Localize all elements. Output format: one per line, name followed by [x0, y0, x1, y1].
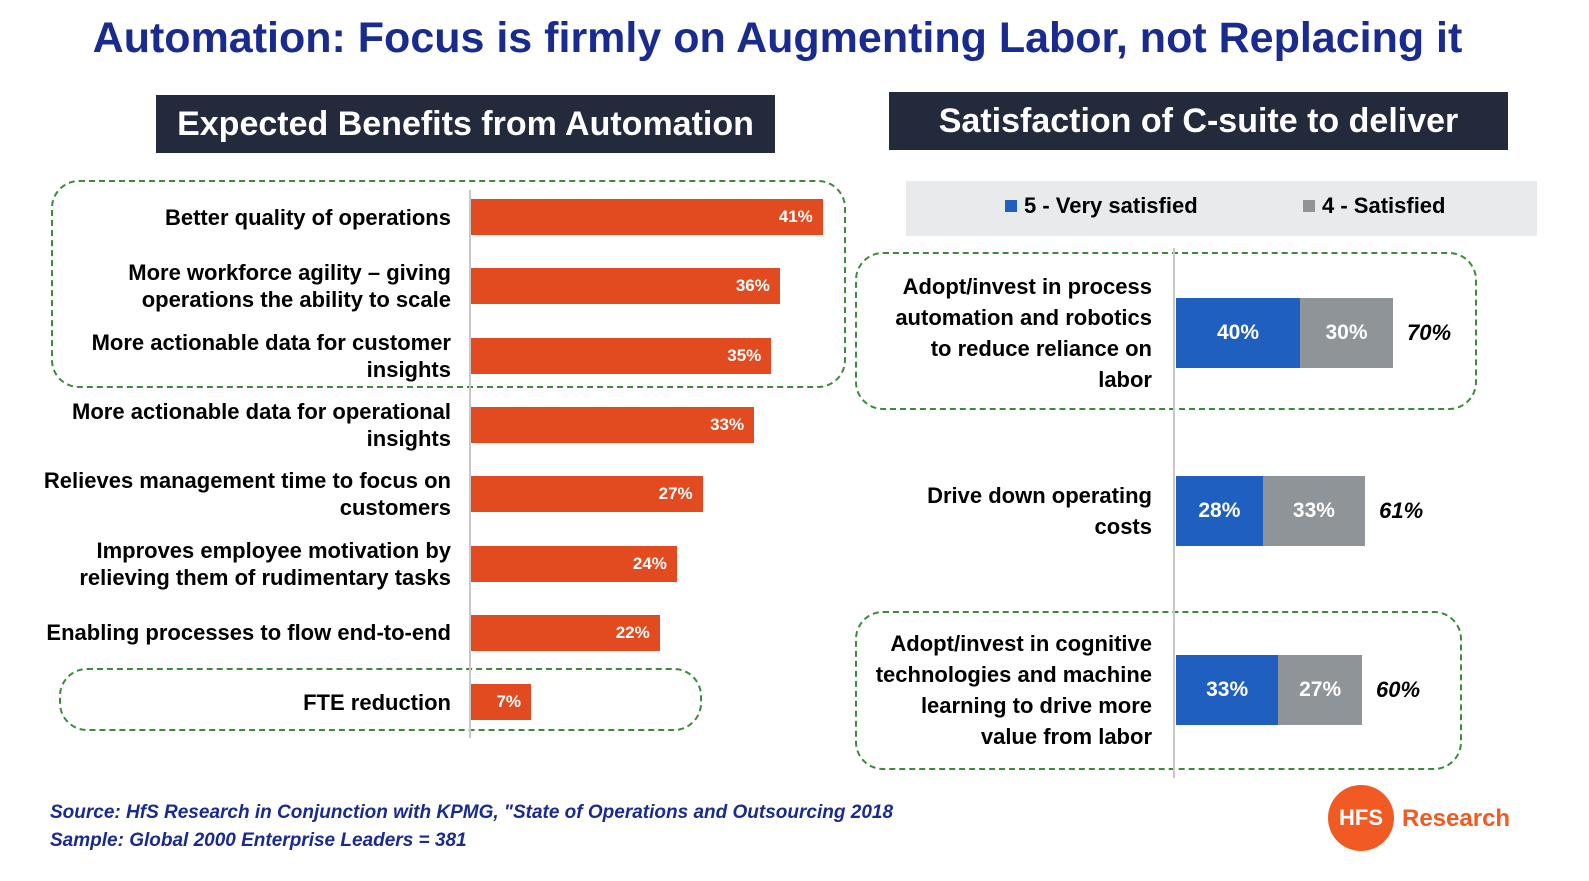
sample-note: Sample: Global 2000 Enterprise Leaders =…	[50, 830, 467, 851]
benefit-value-label: 36%	[735, 276, 770, 296]
benefit-value-label: 22%	[615, 622, 650, 642]
satisfaction-category-line: value from labor	[980, 724, 1152, 749]
satisfied-segment: 30%	[1300, 298, 1393, 368]
benefit-category-line: relieving them of rudimentary tasks	[79, 564, 451, 590]
benefit-value-label: 35%	[727, 345, 762, 365]
benefit-bar	[471, 545, 677, 582]
benefit-category-line: More workforce agility – giving	[128, 260, 451, 286]
benefit-category-label: FTE reduction	[0, 689, 451, 716]
benefit-category-label: Enabling processes to flow end-to-end	[0, 619, 451, 646]
segment-value-label: 30%	[1325, 321, 1368, 344]
segment-value-label: 27%	[1299, 678, 1342, 701]
satisfaction-category-line: costs	[1094, 514, 1152, 539]
benefit-bar	[471, 476, 703, 513]
page-title: Automation: Focus is firmly on Augmentin…	[92, 14, 1463, 62]
benefit-category-line: Enabling processes to flow end-to-end	[46, 620, 451, 646]
satisfaction-category-line: Adopt/invest in process	[902, 274, 1152, 299]
very-satisfied-segment: 33%	[1176, 655, 1279, 725]
legend-very-satisfied: 5 - Very satisfied	[1005, 193, 1198, 219]
left-panel-header: Expected Benefits from Automation	[156, 95, 775, 153]
benefit-category-label: More actionable data for operational insi…	[0, 398, 451, 452]
legend-swatch-very-satisfied	[1005, 200, 1017, 212]
legend-satisfied: 4 - Satisfied	[1303, 193, 1445, 219]
benefit-bar	[471, 684, 532, 721]
legend-label-very-satisfied: 5 - Very satisfied	[1024, 193, 1198, 218]
benefit-bar	[471, 337, 772, 374]
benefit-value-label: 24%	[632, 553, 667, 573]
benefit-bar	[471, 406, 755, 443]
benefit-value-label: 7%	[496, 692, 522, 712]
benefit-category-line: More actionable data for operational	[72, 398, 451, 424]
segment-value-label: 33%	[1292, 499, 1335, 522]
source-note: Source: HfS Research in Conjunction with…	[50, 802, 894, 823]
benefit-category-line: Relieves management time to focus on	[43, 468, 451, 494]
hfs-logo-text: Research	[1402, 805, 1511, 832]
right-panel-header: Satisfaction of C-suite to deliver	[889, 92, 1508, 150]
satisfaction-category-line: labor	[1098, 367, 1152, 392]
highlight-box-cognitive	[855, 611, 1462, 770]
highlight-box-top-benefits	[51, 180, 846, 388]
benefits-axis-line	[469, 190, 471, 738]
satisfaction-category-label: Drive down operating costs	[860, 480, 1152, 542]
benefit-category-line: FTE reduction	[303, 689, 451, 715]
total-value-label: 70%	[1407, 320, 1452, 345]
satisfaction-category-line: automation and robotics	[895, 305, 1152, 330]
segment-value-label: 33%	[1206, 678, 1249, 701]
highlight-box-fte-reduction	[59, 668, 702, 731]
legend-swatch-satisfied	[1303, 200, 1315, 212]
benefit-category-label: More workforce agility – giving operation…	[0, 259, 451, 313]
satisfaction-axis-line	[1173, 248, 1175, 778]
benefit-category-label: Better quality of operations	[0, 204, 451, 231]
benefit-category-line: insights	[366, 356, 451, 382]
very-satisfied-segment: 40%	[1176, 298, 1300, 368]
satisfied-segment: 33%	[1262, 476, 1366, 546]
benefit-bar	[471, 268, 780, 305]
satisfaction-category-line: learning to drive more	[920, 693, 1152, 718]
segment-value-label: 28%	[1198, 499, 1241, 522]
very-satisfied-segment: 28%	[1176, 476, 1263, 546]
total-value-label: 60%	[1376, 677, 1421, 702]
benefit-value-label: 41%	[778, 207, 813, 226]
satisfaction-category-label: Adopt/invest in cognitive technologies an…	[860, 628, 1152, 752]
highlight-box-process-automation	[855, 252, 1477, 410]
benefit-value-label: 27%	[658, 484, 693, 504]
satisfaction-category-label: Adopt/invest in process automation and ro…	[860, 271, 1152, 395]
total-value-label: 61%	[1379, 498, 1424, 523]
legend-label-satisfied: 4 - Satisfied	[1322, 193, 1446, 218]
benefit-category-line: More actionable data for customer	[91, 329, 451, 355]
benefit-category-label: Improves employee motivation by relieving…	[0, 537, 451, 591]
benefit-bar	[471, 614, 660, 651]
satisfaction-category-line: Drive down operating	[927, 483, 1152, 508]
segment-value-label: 40%	[1216, 321, 1260, 344]
benefit-category-line: Better quality of operations	[164, 204, 451, 230]
benefit-category-line: insights	[366, 425, 451, 451]
benefit-category-line: customers	[339, 495, 451, 521]
benefit-bar	[471, 199, 823, 235]
hfs-logo-mark: HFS	[1328, 785, 1394, 851]
satisfied-segment: 27%	[1278, 655, 1362, 725]
benefit-category-line: operations the ability to scale	[141, 287, 451, 313]
benefit-category-label: Relieves management time to focus on cust…	[0, 467, 451, 521]
benefit-category-line: Improves employee motivation by	[96, 537, 451, 563]
satisfaction-category-line: Adopt/invest in cognitive	[890, 631, 1152, 656]
satisfaction-category-line: to reduce reliance on	[930, 336, 1152, 361]
benefit-value-label: 33%	[710, 414, 745, 434]
benefit-category-label: More actionable data for customer insight…	[0, 329, 451, 383]
satisfaction-category-line: technologies and machine	[875, 662, 1152, 687]
